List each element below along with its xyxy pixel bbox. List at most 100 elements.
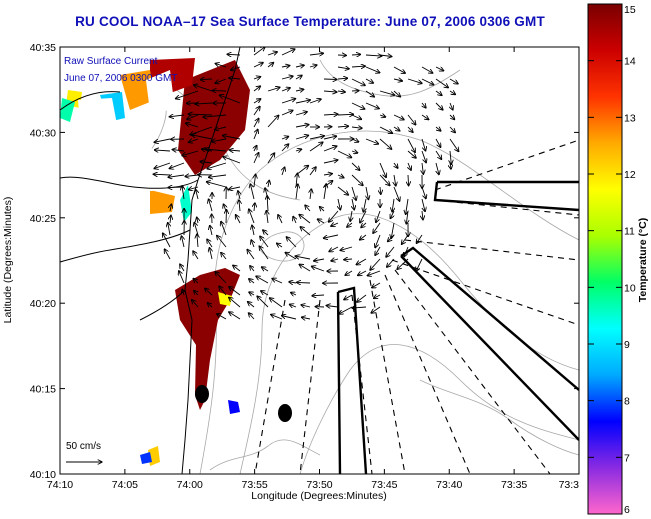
- current-vector: [295, 89, 304, 91]
- warm-water-patch: [178, 60, 250, 175]
- current-vector: [217, 314, 227, 320]
- current-vector: [281, 99, 296, 104]
- current-vector: [278, 215, 283, 224]
- current-vector: [295, 100, 310, 104]
- current-vector: [185, 123, 199, 128]
- current-vector: [345, 270, 353, 275]
- current-vector: [261, 267, 269, 271]
- current-vector: [337, 78, 348, 79]
- current-vector: [180, 264, 185, 272]
- current-vector: [281, 66, 290, 68]
- current-vector: [249, 209, 255, 224]
- radar-beam-line: [351, 294, 373, 474]
- current-vector: [344, 294, 353, 300]
- current-vector: [435, 102, 443, 110]
- current-vector: [169, 162, 185, 169]
- current-vector: [449, 126, 455, 133]
- current-vector: [356, 258, 367, 265]
- current-vector: [226, 210, 227, 224]
- current-vector: [388, 234, 395, 242]
- current-vector: [250, 184, 255, 200]
- current-vector: [323, 160, 338, 164]
- current-vector: [402, 234, 409, 244]
- current-vector: [312, 295, 325, 296]
- map-layers: Raw Surface Current June 07, 2006 0300 G…: [60, 47, 579, 474]
- current-vector: [386, 246, 395, 257]
- current-vector: [352, 307, 367, 308]
- current-vector: [299, 264, 311, 272]
- current-vector: [406, 198, 408, 215]
- current-vector: [393, 79, 403, 81]
- land-block: [128, 148, 162, 192]
- land-mask: [78, 70, 175, 192]
- current-vector: [311, 266, 325, 272]
- current-vector: [253, 118, 259, 128]
- current-vector: [375, 234, 381, 248]
- contour-line: [199, 130, 579, 474]
- current-vector: [301, 317, 311, 319]
- current-vector: [295, 112, 307, 116]
- contour-line: [259, 231, 305, 262]
- current-vector: [323, 234, 339, 238]
- current-vector: [435, 90, 442, 96]
- current-vector: [267, 196, 268, 212]
- current-vector: [170, 204, 172, 212]
- radar-beam-line: [404, 239, 579, 261]
- current-vector: [192, 135, 213, 140]
- current-vector: [295, 75, 302, 79]
- current-vector: [365, 66, 380, 73]
- current-vector: [305, 205, 311, 212]
- colorbar-tick-label: 9: [624, 339, 630, 351]
- colorbar-tick-label: 7: [624, 452, 630, 464]
- current-vector: [421, 198, 425, 212]
- current-vector: [295, 149, 302, 151]
- current-vector: [222, 135, 241, 140]
- colorbar-ticks: 15 14 13 12 11 10 9 8 7 6: [588, 3, 636, 516]
- current-vector: [449, 78, 458, 84]
- current-vector: [281, 49, 295, 56]
- current-vector: [450, 150, 451, 164]
- current-vector: [337, 150, 352, 158]
- current-vector: [323, 136, 337, 139]
- current-vector: [181, 236, 184, 248]
- current-vector: [207, 162, 227, 169]
- sst-patch-green: [60, 98, 75, 122]
- current-vector: [295, 135, 309, 140]
- current-vector: [194, 290, 198, 295]
- current-vector: [205, 149, 227, 151]
- current-vector: [281, 88, 290, 91]
- current-vector: [300, 227, 311, 236]
- current-vector: [282, 167, 285, 176]
- current-vector: [351, 54, 361, 55]
- current-vector: [291, 292, 297, 295]
- current-vector: [253, 99, 261, 104]
- current-vector: [393, 127, 400, 131]
- current-vector: [260, 236, 269, 248]
- current-vector: [394, 174, 396, 186]
- current-vector: [221, 252, 227, 260]
- current-vector: [376, 210, 381, 223]
- current-vector: [210, 225, 212, 236]
- current-vector: [421, 114, 429, 120]
- current-vector: [309, 167, 316, 176]
- current-vector: [352, 198, 354, 210]
- current-vector: [449, 115, 455, 120]
- current-vector: [293, 216, 296, 224]
- current-vector: [168, 175, 185, 177]
- current-vector: [207, 303, 212, 307]
- radar-site-marker: [195, 385, 209, 403]
- current-vector: [350, 210, 352, 221]
- coastline-path: [60, 229, 191, 263]
- x-tick-label: 73:35: [501, 479, 527, 491]
- current-vector: [317, 219, 325, 223]
- current-vector: [407, 150, 416, 158]
- current-vector: [436, 162, 439, 175]
- current-vector: [365, 55, 382, 56]
- current-vector: [422, 162, 423, 174]
- current-vector: [236, 215, 241, 224]
- current-vector: [281, 136, 289, 139]
- colorbar: [587, 3, 623, 515]
- current-vector: [329, 246, 339, 252]
- current-vector: [206, 182, 227, 188]
- contour-line: [319, 59, 461, 97]
